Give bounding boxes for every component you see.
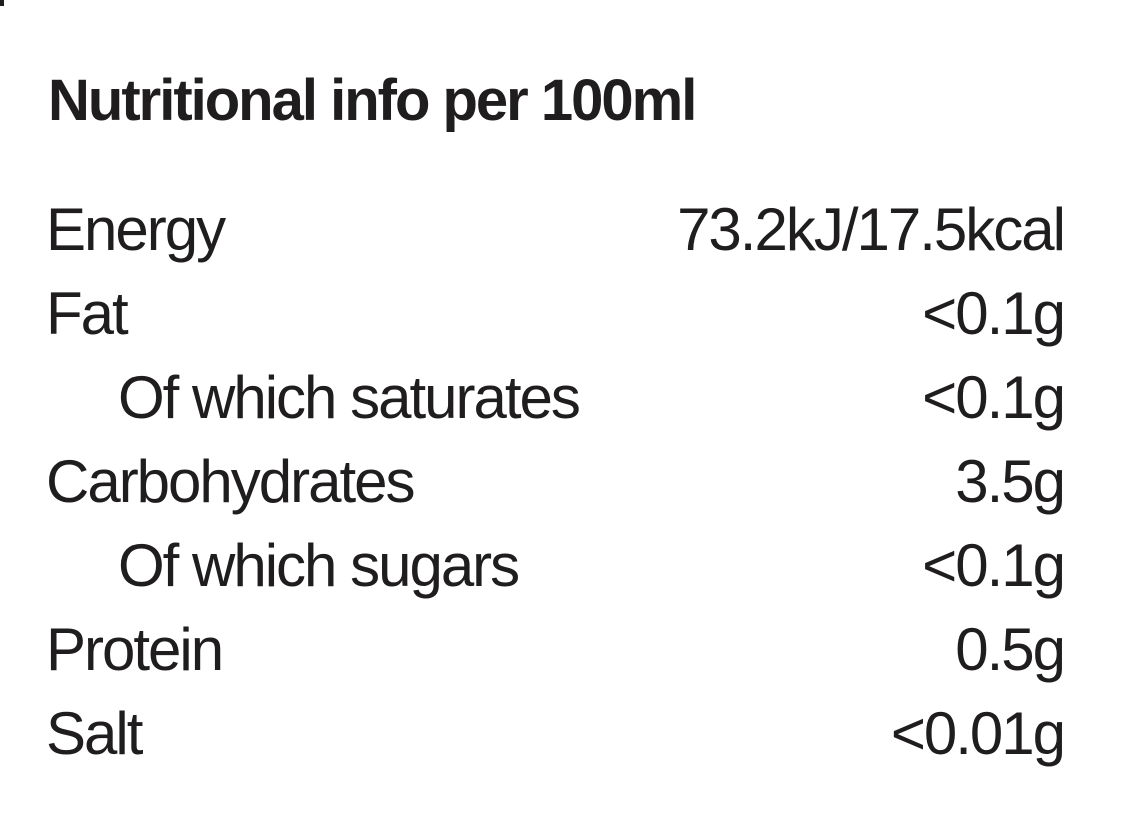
nutrient-value: 73.2kJ/17.5kcal xyxy=(677,196,1066,263)
nutrient-value: 3.5g xyxy=(955,448,1066,515)
nutrition-row-salt: Salt <0.01g xyxy=(46,692,1066,776)
nutrient-value: <0.1g xyxy=(922,280,1066,347)
crop-mark xyxy=(0,0,4,6)
nutrient-label: Of which sugars xyxy=(118,532,520,599)
nutrient-label: Protein xyxy=(46,616,224,683)
nutrient-value: 0.5g xyxy=(955,616,1066,683)
nutrient-value: <0.1g xyxy=(922,364,1066,431)
nutrition-row-energy: Energy 73.2kJ/17.5kcal xyxy=(46,188,1066,272)
nutrition-row-carbohydrates: Carbohydrates 3.5g xyxy=(46,440,1066,524)
nutrition-table: Energy 73.2kJ/17.5kcal Fat <0.1g Of whic… xyxy=(46,188,1066,776)
nutrition-row-protein: Protein 0.5g xyxy=(46,608,1066,692)
nutrient-label: Carbohydrates xyxy=(46,448,416,515)
nutrition-title: Nutritional info per 100ml xyxy=(48,68,697,133)
nutrition-panel: Nutritional info per 100ml Energy 73.2kJ… xyxy=(46,66,1066,806)
nutrient-value: <0.1g xyxy=(922,532,1066,599)
nutrition-row-saturates: Of which saturates <0.1g xyxy=(46,356,1066,440)
nutrition-row-fat: Fat <0.1g xyxy=(46,272,1066,356)
nutrient-label: Energy xyxy=(46,196,226,263)
nutrient-label: Fat xyxy=(46,280,129,347)
nutrient-value: <0.01g xyxy=(890,700,1066,767)
nutrient-label: Of which saturates xyxy=(118,364,581,431)
nutrition-row-sugars: Of which sugars <0.1g xyxy=(46,524,1066,608)
nutrient-label: Salt xyxy=(46,700,143,767)
